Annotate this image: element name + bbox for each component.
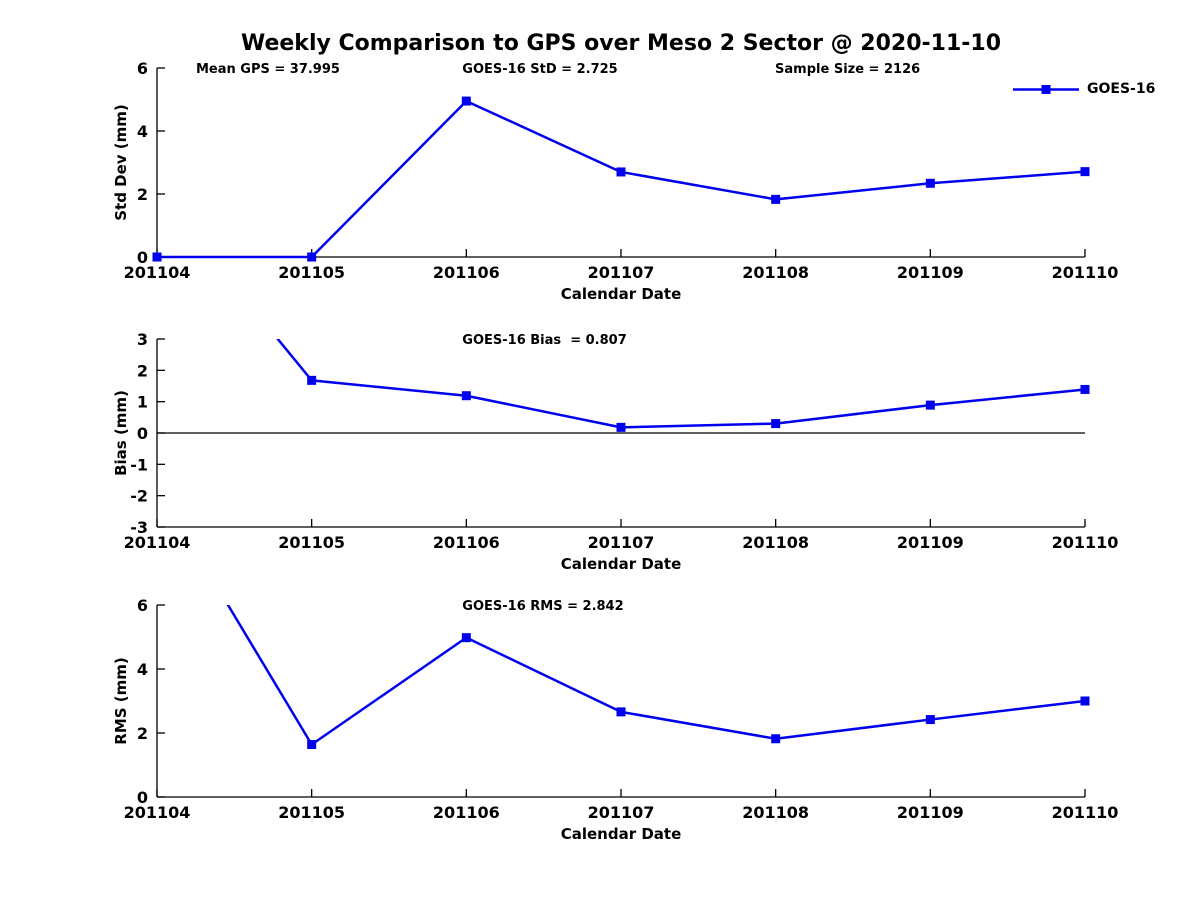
data-point-marker xyxy=(1080,384,1090,394)
legend-line-icon xyxy=(1013,84,1079,94)
y-tick-label: 2 xyxy=(137,724,148,743)
x-tick-label: 201104 xyxy=(124,803,191,822)
y-tick-label: 1 xyxy=(137,393,148,412)
data-point-marker xyxy=(461,96,471,106)
data-point-marker xyxy=(1080,696,1090,706)
x-tick-label: 201106 xyxy=(433,263,500,282)
y-axis-label: RMS (mm) xyxy=(112,657,130,744)
x-tick-label: 201109 xyxy=(897,263,964,282)
data-point-marker xyxy=(771,734,781,744)
rms-subplot: 0 2 4 6 201104 201105 201106 201107 201108 201109… xyxy=(112,596,1119,843)
y-tick-label: -3 xyxy=(130,518,148,537)
y-tick-label: 4 xyxy=(137,660,148,679)
annotation: Sample Size = 2126 xyxy=(775,62,920,77)
goes-16-markers xyxy=(307,375,1090,432)
data-point-marker xyxy=(771,194,781,204)
y-axis-label: Bias (mm) xyxy=(112,390,130,476)
y-tick-label: -1 xyxy=(130,455,148,474)
data-point-marker xyxy=(152,252,162,262)
x-tick-label: 201109 xyxy=(897,533,964,552)
annotation: Mean GPS = 37.995 xyxy=(196,62,340,77)
x-tick-label: 201110 xyxy=(1052,263,1119,282)
x-axis-label: Calendar Date xyxy=(561,285,682,303)
x-tick-label: 201107 xyxy=(588,803,655,822)
data-point-marker xyxy=(925,178,935,188)
x-tick-label: 201109 xyxy=(897,803,964,822)
annotation: GOES-16 Bias = 0.807 xyxy=(462,333,626,348)
x-tick-label: 201105 xyxy=(278,533,345,552)
x-axis-label: Calendar Date xyxy=(561,825,682,843)
x-tick-label: 201110 xyxy=(1052,803,1119,822)
x-tick-label: 201107 xyxy=(588,533,655,552)
y-tick-label: 3 xyxy=(137,330,148,349)
std-dev-subplot: 0 2 4 6 201104 201105 201106 201107 201108 201109… xyxy=(112,59,1118,303)
goes-16-line xyxy=(276,339,1085,429)
data-point-marker xyxy=(925,715,935,725)
x-tick-label: 201108 xyxy=(742,263,809,282)
legend-label: GOES-16 xyxy=(1087,81,1156,97)
goes-16-line xyxy=(157,99,1085,259)
x-tick-label: 201105 xyxy=(278,803,345,822)
goes-16-markers xyxy=(152,96,1090,262)
x-tick-label: 201104 xyxy=(124,533,191,552)
annotation: GOES-16 RMS = 2.842 xyxy=(462,599,623,614)
y-tick-label: 0 xyxy=(137,248,148,267)
data-point-marker xyxy=(925,400,935,410)
y-tick-label: 4 xyxy=(137,122,148,141)
x-tick-label: 201105 xyxy=(278,263,345,282)
y-tick-label: 6 xyxy=(137,59,148,78)
data-point-marker xyxy=(461,633,471,643)
data-point-marker xyxy=(307,740,317,750)
data-point-marker xyxy=(307,252,317,262)
y-tick-label: -2 xyxy=(130,487,148,506)
data-point-marker xyxy=(1080,167,1090,177)
y-tick-label: 0 xyxy=(137,424,148,443)
goes-16-markers xyxy=(307,633,1090,750)
data-point-marker xyxy=(616,707,626,717)
x-tick-label: 201108 xyxy=(742,803,809,822)
x-tick-label: 201108 xyxy=(742,533,809,552)
data-point-marker xyxy=(307,375,317,385)
chart-title: Weekly Comparison to GPS over Meso 2 Sec… xyxy=(240,31,1002,56)
x-axis-label: Calendar Date xyxy=(561,555,682,573)
data-point-marker xyxy=(771,419,781,429)
x-tick-label: 201104 xyxy=(124,263,191,282)
data-point-marker xyxy=(616,422,626,432)
x-tick-label: 201106 xyxy=(433,803,500,822)
x-tick-label: 201110 xyxy=(1052,533,1119,552)
bias-subplot: -3 -2 -1 0 1 2 3 201104 201105 201106 201107 201108… xyxy=(112,330,1119,573)
x-tick-label: 201107 xyxy=(588,263,655,282)
y-tick-label: 2 xyxy=(137,361,148,380)
data-point-marker xyxy=(616,167,626,177)
data-point-marker xyxy=(461,391,471,401)
y-axis-label: Std Dev (mm) xyxy=(112,104,130,221)
annotation: GOES-16 StD = 2.725 xyxy=(462,62,617,77)
legend: GOES-16 xyxy=(1012,81,1155,97)
y-tick-label: 0 xyxy=(137,788,148,807)
y-tick-label: 2 xyxy=(137,185,148,204)
y-tick-label: 6 xyxy=(137,596,148,615)
x-tick-label: 201106 xyxy=(433,533,500,552)
